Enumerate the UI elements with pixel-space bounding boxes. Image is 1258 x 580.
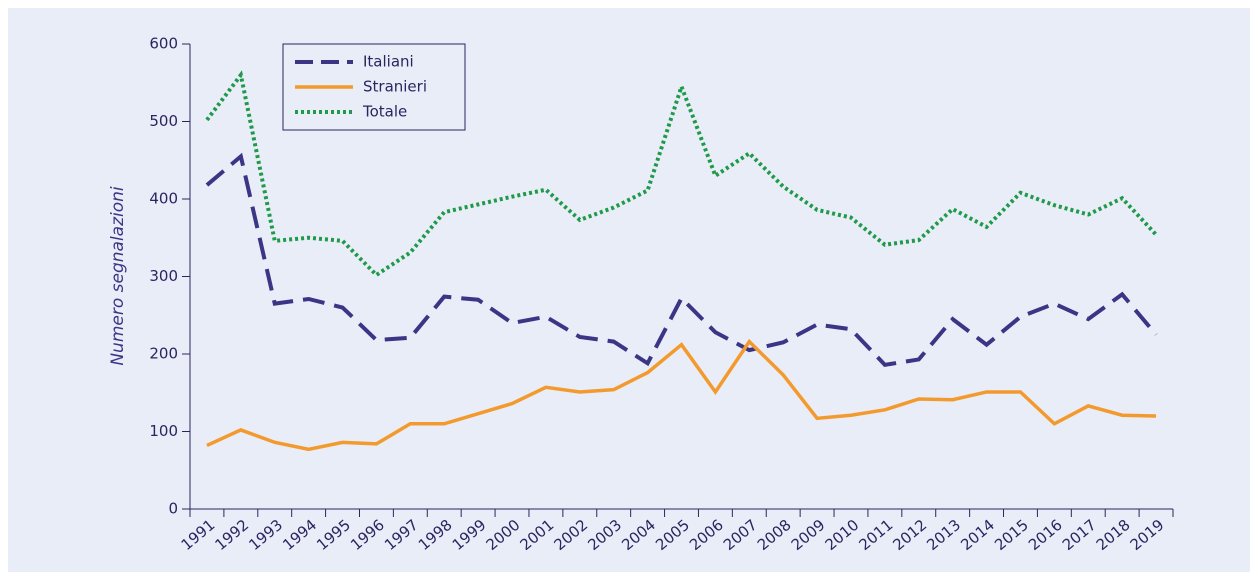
y-tick-label: 100 <box>149 422 178 440</box>
y-tick-label: 400 <box>149 190 178 208</box>
chart-background <box>8 8 1250 572</box>
y-tick-label: 300 <box>149 267 178 285</box>
legend-box <box>282 43 466 131</box>
legend: Italiani Stranieri Totale <box>282 43 466 131</box>
y-axis-label: Numero segnalazioni <box>108 186 128 366</box>
y-tick-label: 0 <box>168 500 178 518</box>
line-series <box>205 152 1158 367</box>
legend-label: Italiani <box>363 53 414 71</box>
line-series <box>206 338 1157 452</box>
legend-label: Totale <box>362 103 407 121</box>
y-tick-label: 600 <box>149 35 178 53</box>
y-tick-label: 200 <box>149 345 178 363</box>
line-series <box>205 70 1158 278</box>
legend-label: Stranieri <box>363 78 427 96</box>
y-tick-label: 500 <box>149 112 178 130</box>
